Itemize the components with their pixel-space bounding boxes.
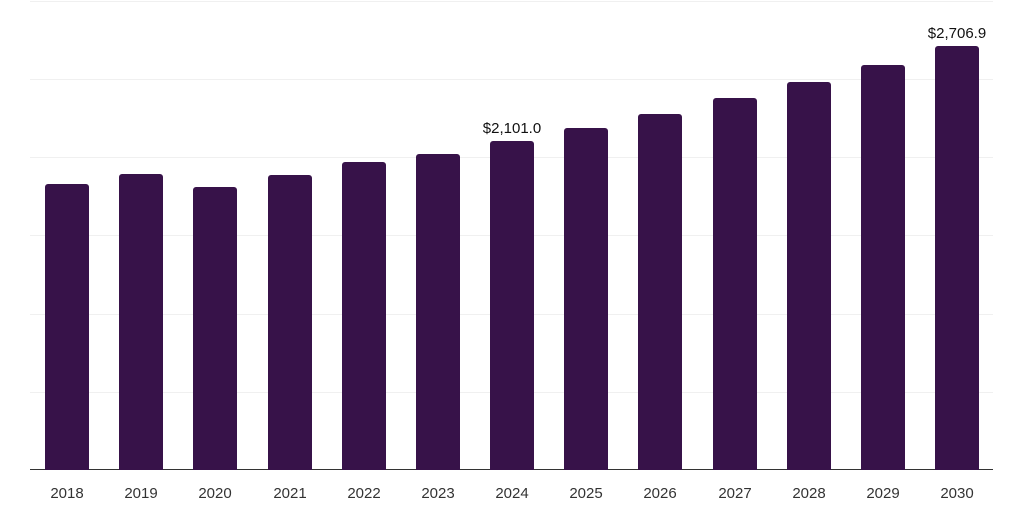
data-label: $2,706.9 [927, 25, 987, 42]
x-tick-label: 2027 [718, 485, 752, 502]
bar-2023[interactable] [416, 154, 460, 470]
bar-2027[interactable] [713, 98, 757, 470]
x-tick-label: 2026 [643, 485, 677, 502]
x-tick-label: 2024 [495, 485, 529, 502]
x-tick-label: 2030 [940, 485, 974, 502]
bar-2025[interactable] [564, 128, 608, 470]
bar-2022[interactable] [342, 162, 386, 470]
bar-2030[interactable] [935, 46, 979, 470]
x-tick-label: 2029 [866, 485, 900, 502]
bar-2020[interactable] [193, 187, 237, 470]
bar-2026[interactable] [638, 114, 682, 470]
bar-2028[interactable] [787, 82, 831, 470]
bar-2018[interactable] [45, 184, 89, 470]
bar-2019[interactable] [119, 174, 163, 470]
x-tick-label: 2028 [792, 485, 826, 502]
bar-2029[interactable] [861, 65, 905, 470]
x-tick-label: 2020 [198, 485, 232, 502]
bar-2024[interactable] [490, 141, 534, 470]
bar-2021[interactable] [268, 175, 312, 470]
x-tick-label: 2021 [273, 485, 307, 502]
data-label: $2,101.0 [482, 120, 542, 137]
x-tick-label: 2023 [421, 485, 455, 502]
x-tick-label: 2018 [50, 485, 84, 502]
gridline [30, 1, 993, 2]
x-tick-label: 2019 [124, 485, 158, 502]
x-tick-label: 2025 [569, 485, 603, 502]
gridline [30, 79, 993, 80]
x-tick-label: 2022 [347, 485, 381, 502]
